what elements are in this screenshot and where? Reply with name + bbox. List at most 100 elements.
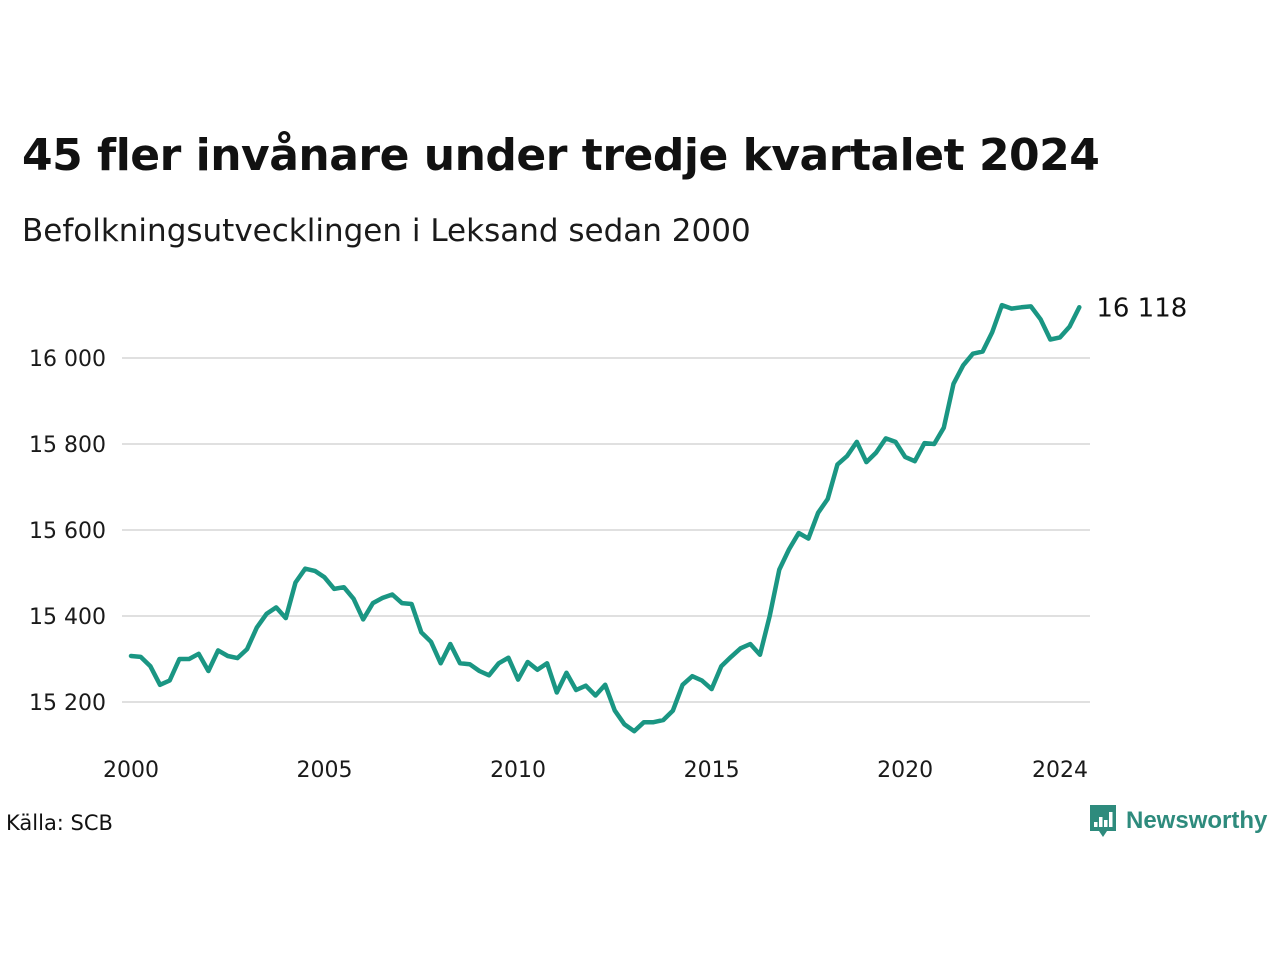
data-point bbox=[235, 656, 239, 660]
data-point bbox=[1029, 304, 1033, 308]
data-point bbox=[1019, 305, 1023, 309]
data-point bbox=[303, 567, 307, 571]
x-tick-label: 2015 bbox=[684, 758, 740, 783]
data-point bbox=[322, 575, 326, 579]
data-point bbox=[264, 612, 268, 616]
data-point bbox=[603, 683, 607, 687]
data-point bbox=[787, 547, 791, 551]
data-point bbox=[342, 585, 346, 589]
data-point bbox=[351, 597, 355, 601]
data-point bbox=[971, 352, 975, 356]
data-point bbox=[506, 656, 510, 660]
data-point bbox=[516, 677, 520, 681]
data-point bbox=[429, 640, 433, 644]
data-point bbox=[361, 617, 365, 621]
data-point bbox=[845, 454, 849, 458]
data-point bbox=[187, 657, 191, 661]
x-axis-ticks: 2000 2005 2010 2015 2020 2024 bbox=[103, 758, 1088, 783]
data-point bbox=[255, 625, 259, 629]
data-point bbox=[816, 511, 820, 515]
y-tick-label: 15 600 bbox=[29, 519, 106, 544]
x-tick-label: 2024 bbox=[1032, 758, 1088, 783]
x-tick-label: 2005 bbox=[297, 758, 353, 783]
series-line bbox=[128, 302, 1082, 734]
data-point bbox=[932, 442, 936, 446]
data-point bbox=[439, 661, 443, 665]
data-point bbox=[826, 497, 830, 501]
data-point bbox=[913, 459, 917, 463]
y-tick-label: 15 200 bbox=[29, 691, 106, 716]
chart-title: 45 fler invånare under tredje kvartalet … bbox=[22, 130, 1100, 181]
data-point bbox=[535, 668, 539, 672]
data-point bbox=[835, 462, 839, 466]
data-point bbox=[332, 587, 336, 591]
data-point bbox=[622, 722, 626, 726]
data-point bbox=[564, 671, 568, 675]
data-point bbox=[893, 440, 897, 444]
data-point bbox=[1077, 305, 1081, 309]
data-point bbox=[690, 674, 694, 678]
data-point bbox=[768, 614, 772, 618]
data-point bbox=[797, 531, 801, 535]
data-point bbox=[864, 460, 868, 464]
data-point bbox=[545, 661, 549, 665]
data-point bbox=[855, 440, 859, 444]
data-point bbox=[487, 673, 491, 677]
data-point bbox=[129, 654, 133, 658]
y-axis-ticks: 15 200 15 400 15 600 16 000 15 800 bbox=[29, 347, 106, 716]
data-point bbox=[216, 648, 220, 652]
data-point bbox=[371, 601, 375, 605]
data-point bbox=[951, 382, 955, 386]
data-point bbox=[671, 708, 675, 712]
data-point bbox=[651, 720, 655, 724]
data-point bbox=[806, 536, 810, 540]
data-point bbox=[197, 652, 201, 656]
chart-subtitle: Befolkningsutvecklingen i Leksand sedan … bbox=[22, 213, 751, 249]
data-point bbox=[661, 718, 665, 722]
data-point bbox=[700, 678, 704, 682]
data-point bbox=[990, 330, 994, 334]
data-point bbox=[380, 596, 384, 600]
data-point bbox=[245, 647, 249, 651]
data-point bbox=[448, 642, 452, 646]
data-point bbox=[1067, 324, 1071, 328]
data-point bbox=[1000, 303, 1004, 307]
data-point bbox=[748, 642, 752, 646]
data-point bbox=[729, 655, 733, 659]
end-label-layer: 16 118 bbox=[1096, 293, 1187, 323]
data-point bbox=[148, 664, 152, 668]
data-point bbox=[168, 678, 172, 682]
data-point bbox=[206, 669, 210, 673]
end-value-label: 16 118 bbox=[1096, 293, 1187, 323]
data-point bbox=[680, 683, 684, 687]
data-point bbox=[1058, 335, 1062, 339]
data-point bbox=[458, 661, 462, 665]
data-point bbox=[593, 693, 597, 697]
grid-lines bbox=[122, 357, 1090, 703]
data-point bbox=[922, 441, 926, 445]
data-point bbox=[574, 688, 578, 692]
data-point bbox=[468, 662, 472, 666]
source-note: Källa: SCB bbox=[6, 811, 113, 835]
data-point bbox=[584, 684, 588, 688]
data-point bbox=[1038, 317, 1042, 321]
series-layer bbox=[128, 302, 1082, 734]
data-point bbox=[477, 669, 481, 673]
y-tick-label: 15 400 bbox=[29, 605, 106, 630]
data-point bbox=[1009, 306, 1013, 310]
data-point bbox=[139, 655, 143, 659]
data-point bbox=[177, 657, 181, 661]
brand-name: Newsworthy bbox=[1126, 807, 1268, 834]
data-point bbox=[1048, 337, 1052, 341]
data-point bbox=[980, 349, 984, 353]
brand-logo: Newsworthy bbox=[1088, 803, 1267, 839]
x-tick-label: 2010 bbox=[490, 758, 546, 783]
data-point bbox=[284, 616, 288, 620]
data-point bbox=[497, 661, 501, 665]
data-point bbox=[632, 729, 636, 733]
data-point bbox=[555, 690, 559, 694]
data-point bbox=[961, 363, 965, 367]
data-point bbox=[719, 664, 723, 668]
